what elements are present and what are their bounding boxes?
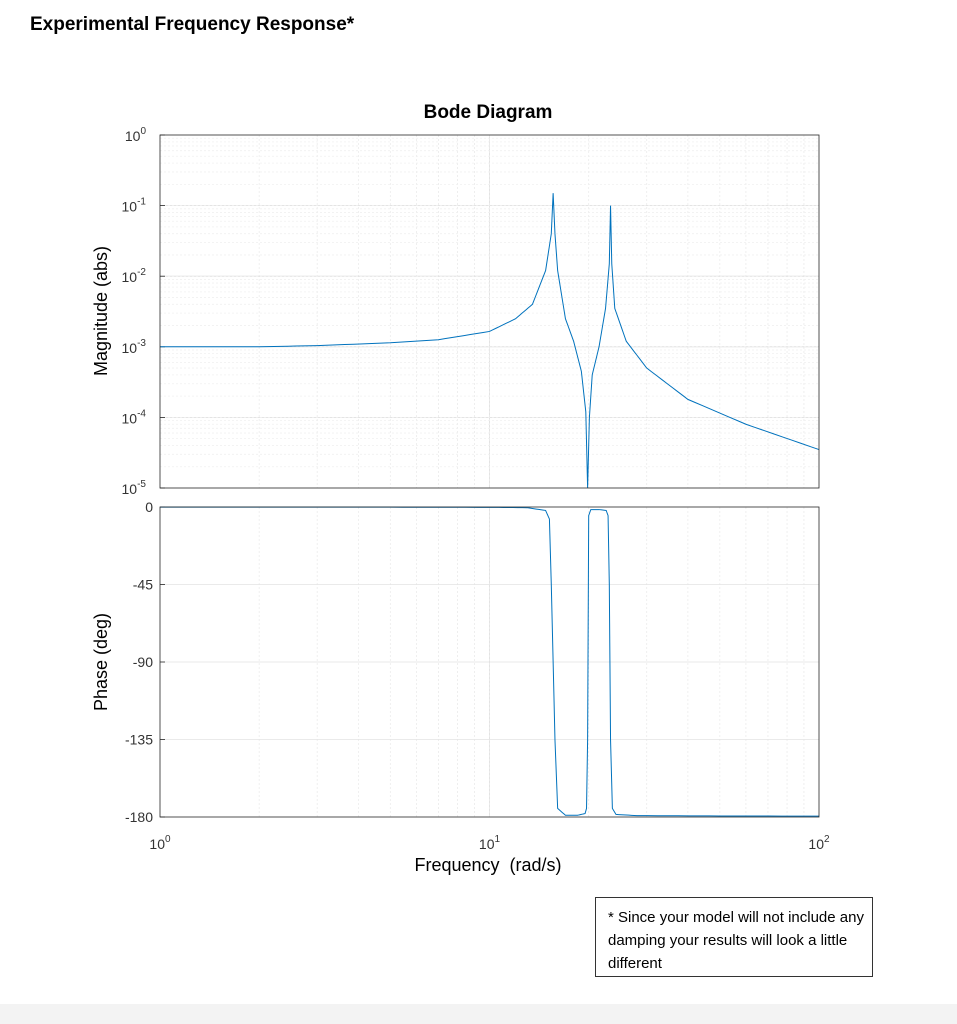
magnitude-panel: 100 10-1 10-2 10-3 10-4 10-5 Magnitude (abs) [91, 126, 820, 497]
x-tick-label: 102 [808, 834, 830, 852]
page-bottom-band [0, 1004, 957, 1024]
magnitude-y-tick-label: 10-3 [122, 338, 147, 356]
page-title: Experimental Frequency Response* [30, 14, 355, 35]
x-tick-label: 100 [149, 834, 171, 852]
magnitude-series-line [160, 193, 820, 489]
phase-axes-box [159, 506, 820, 818]
magnitude-y-axis-label: Magnitude (abs) [91, 246, 111, 376]
magnitude-y-tick-label: 10-2 [122, 267, 147, 285]
footnote-text: * Since your model will not include any … [608, 909, 864, 972]
chart-title: Bode Diagram [424, 102, 553, 123]
x-axis-label: Frequency (rad/s) [414, 855, 561, 875]
footnote-box: * Since your model will not include any … [595, 897, 873, 977]
phase-series-line [160, 506, 820, 817]
magnitude-y-tick-label: 100 [125, 126, 147, 144]
magnitude-y-tick-label: 10-1 [122, 197, 147, 215]
phase-y-tick-label: -135 [125, 732, 153, 748]
magnitude-axes-box [159, 134, 820, 489]
magnitude-y-tick-label: 10-4 [122, 408, 147, 426]
x-tick-label: 101 [479, 834, 501, 852]
phase-y-tick-label: -90 [133, 654, 153, 670]
phase-y-ticks: 0 -45 -90 -135 -180 [125, 499, 165, 825]
phase-y-tick-label: 0 [145, 499, 153, 515]
phase-y-tick-label: -180 [125, 809, 153, 825]
bode-diagram: Bode Diagram 100 10-1 10-2 10-3 10-4 10-5 Mag… [91, 102, 830, 875]
magnitude-grid [160, 135, 819, 488]
phase-y-axis-label: Phase (deg) [91, 613, 111, 711]
magnitude-y-ticks: 100 10-1 10-2 10-3 10-4 10-5 [122, 126, 165, 497]
phase-panel: 0 -45 -90 -135 -180 Phase (deg) [91, 499, 820, 825]
x-axis-ticks: 100 101 102 [149, 834, 830, 852]
phase-y-tick-label: -45 [133, 577, 153, 593]
phase-grid [160, 507, 819, 817]
magnitude-y-tick-label: 10-5 [122, 479, 147, 497]
